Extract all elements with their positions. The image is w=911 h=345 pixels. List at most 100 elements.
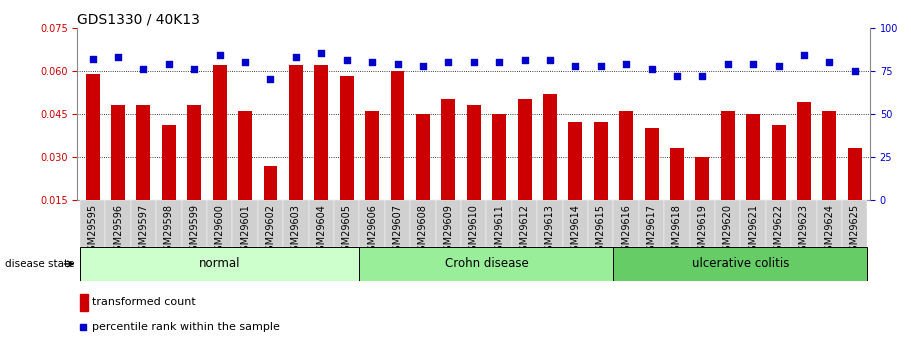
- Point: [238, 59, 252, 65]
- Text: GSM29599: GSM29599: [189, 204, 200, 257]
- Point: [847, 68, 862, 73]
- Bar: [645, 128, 659, 243]
- Bar: [466, 105, 481, 243]
- Bar: [613, 200, 639, 247]
- Text: GSM29596: GSM29596: [113, 204, 123, 257]
- Point: [568, 63, 583, 68]
- Bar: [232, 200, 258, 247]
- Bar: [848, 148, 862, 243]
- Text: GSM29595: GSM29595: [87, 204, 97, 257]
- Bar: [334, 200, 360, 247]
- Text: GSM29619: GSM29619: [697, 204, 707, 257]
- Text: GSM29617: GSM29617: [647, 204, 657, 257]
- Bar: [695, 157, 710, 243]
- Text: GSM29613: GSM29613: [545, 204, 555, 257]
- Point: [822, 59, 836, 65]
- Point: [517, 58, 532, 63]
- Bar: [207, 200, 232, 247]
- Text: normal: normal: [199, 257, 241, 270]
- Bar: [111, 105, 125, 243]
- Bar: [391, 71, 404, 243]
- Text: ulcerative colitis: ulcerative colitis: [691, 257, 789, 270]
- Text: GSM29597: GSM29597: [138, 204, 148, 257]
- Bar: [842, 200, 867, 247]
- Bar: [588, 200, 613, 247]
- Text: GSM29614: GSM29614: [570, 204, 580, 257]
- Text: GSM29600: GSM29600: [215, 204, 225, 257]
- Bar: [283, 200, 309, 247]
- Point: [593, 63, 608, 68]
- Bar: [238, 111, 252, 243]
- Point: [772, 63, 786, 68]
- Text: percentile rank within the sample: percentile rank within the sample: [93, 322, 281, 332]
- Bar: [263, 166, 278, 243]
- Text: GSM29601: GSM29601: [241, 204, 251, 257]
- Bar: [568, 122, 582, 243]
- Point: [340, 58, 354, 63]
- Text: GSM29604: GSM29604: [316, 204, 326, 257]
- Bar: [360, 200, 384, 247]
- Bar: [792, 200, 816, 247]
- Text: GSM29625: GSM29625: [850, 204, 860, 257]
- Bar: [181, 200, 207, 247]
- Bar: [461, 200, 486, 247]
- Bar: [715, 200, 741, 247]
- Bar: [766, 200, 792, 247]
- Text: GDS1330 / 40K13: GDS1330 / 40K13: [77, 12, 200, 27]
- Bar: [131, 200, 156, 247]
- Bar: [492, 114, 507, 243]
- Bar: [613, 247, 867, 281]
- Bar: [416, 114, 430, 243]
- Point: [86, 56, 100, 61]
- Point: [212, 52, 227, 58]
- Bar: [80, 247, 360, 281]
- Bar: [816, 200, 842, 247]
- Text: GSM29609: GSM29609: [444, 204, 454, 257]
- Bar: [670, 148, 684, 243]
- Bar: [435, 200, 461, 247]
- Text: GSM29615: GSM29615: [596, 204, 606, 257]
- Bar: [212, 65, 227, 243]
- Bar: [441, 99, 456, 243]
- Point: [796, 52, 811, 58]
- Point: [111, 54, 126, 60]
- Point: [619, 61, 633, 67]
- Bar: [486, 200, 512, 247]
- Text: GSM29622: GSM29622: [773, 204, 783, 257]
- Point: [746, 61, 761, 67]
- Bar: [543, 94, 557, 243]
- Bar: [537, 200, 563, 247]
- Bar: [258, 200, 283, 247]
- Bar: [721, 111, 735, 243]
- Bar: [360, 247, 613, 281]
- Point: [670, 73, 684, 79]
- Point: [289, 54, 303, 60]
- Text: GSM29610: GSM29610: [469, 204, 478, 257]
- Point: [314, 51, 329, 56]
- Bar: [741, 200, 766, 247]
- Bar: [314, 65, 328, 243]
- Point: [390, 61, 404, 67]
- Bar: [563, 200, 588, 247]
- Bar: [309, 200, 334, 247]
- Point: [263, 77, 278, 82]
- Bar: [664, 200, 690, 247]
- Point: [137, 66, 151, 72]
- Text: GSM29621: GSM29621: [748, 204, 758, 257]
- Bar: [690, 200, 715, 247]
- Bar: [823, 111, 836, 243]
- Bar: [137, 105, 150, 243]
- Text: GSM29623: GSM29623: [799, 204, 809, 257]
- Text: GSM29624: GSM29624: [824, 204, 834, 257]
- Bar: [772, 125, 785, 243]
- Bar: [80, 294, 87, 310]
- Text: GSM29616: GSM29616: [621, 204, 631, 257]
- Bar: [410, 200, 435, 247]
- Bar: [594, 122, 608, 243]
- Bar: [86, 73, 99, 243]
- Point: [415, 63, 430, 68]
- Text: GSM29607: GSM29607: [393, 204, 403, 257]
- Text: GSM29602: GSM29602: [265, 204, 275, 257]
- Point: [364, 59, 379, 65]
- Point: [161, 61, 176, 67]
